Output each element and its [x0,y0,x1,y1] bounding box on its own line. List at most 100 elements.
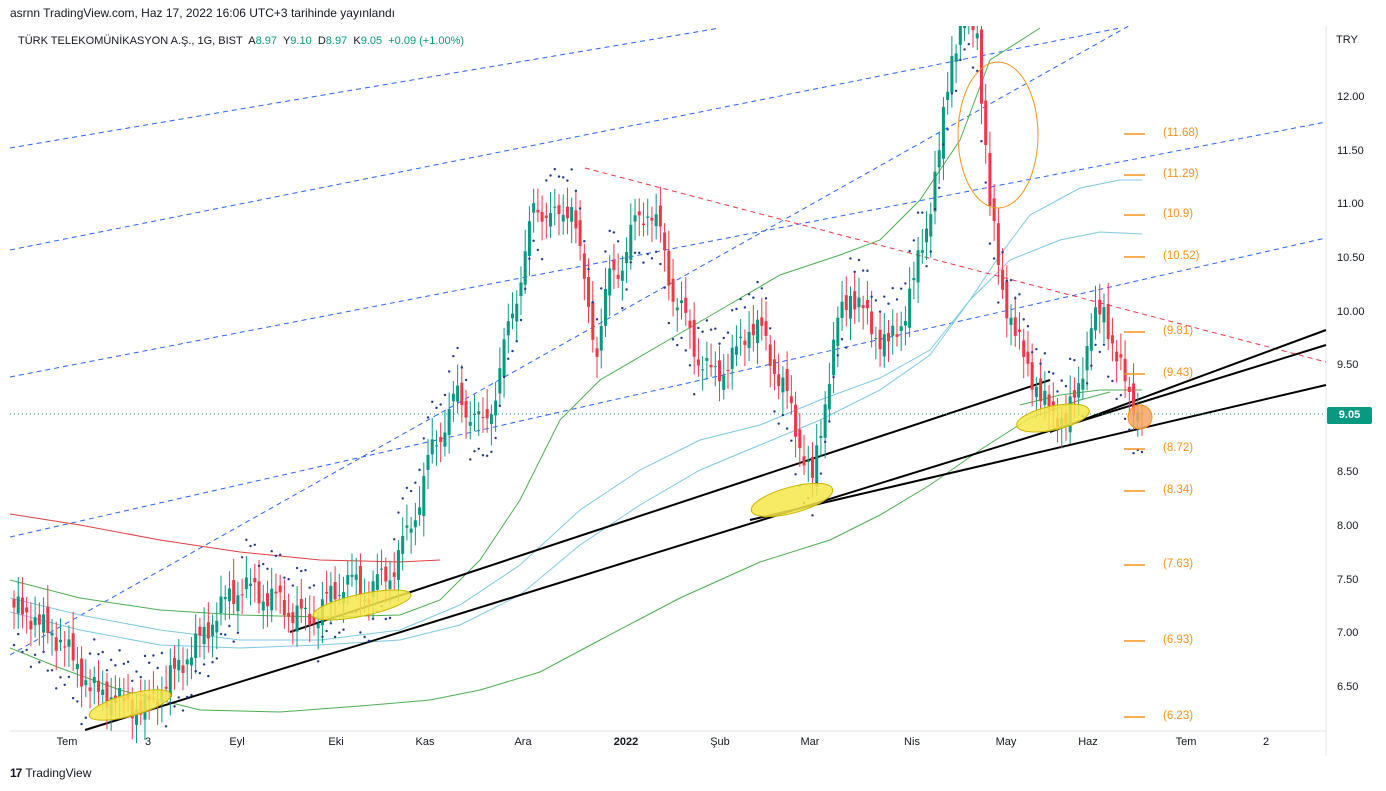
sar-dot [1022,318,1025,321]
sar-dot [608,229,611,233]
sar-dot [671,338,675,341]
candle-body [1001,269,1005,290]
time-tick-label: Eki [328,736,344,748]
chart-pane[interactable] [10,26,1386,756]
candle-body [1094,307,1098,331]
sar-dot [616,240,620,243]
sar-dot [591,300,594,304]
sar-dot [663,286,666,289]
sar-dot [152,654,155,657]
sar-dot [980,139,983,143]
sar-dot [266,567,269,570]
sar-dot [519,318,523,322]
sar-dot [452,354,455,358]
sar-dot [722,336,725,340]
candle-body [625,251,629,264]
candle-body [764,321,768,336]
candle-body [819,436,823,438]
high-value: 9.10 [290,35,312,47]
candle-body [519,282,523,296]
candle-body [810,457,814,478]
sar-dot [625,288,628,291]
candle-body [261,601,265,611]
sar-dot [122,662,126,666]
candle-body [549,213,553,227]
candle-body [840,301,844,318]
highlight-ellipse [1127,404,1153,430]
candle-body [950,55,954,93]
sar-dot [245,538,248,542]
highlight-ellipse [88,689,172,721]
candle-body [299,598,303,609]
candle-body [1047,394,1051,410]
candle-body [958,26,962,45]
sar-dot [629,261,633,264]
candle-body [325,591,329,594]
sar-dot [80,722,83,726]
sar-dot [17,632,20,636]
price-chart[interactable] [10,26,1386,756]
sar-dot [676,343,679,347]
candle-body [515,303,519,322]
candle-body [946,91,950,101]
candle-body [574,210,578,229]
sar-dot [984,181,987,184]
candle-body [223,597,227,600]
sar-dot [861,269,865,272]
candle-body [925,228,929,243]
candle-body [215,620,219,633]
sar-dot [600,287,603,290]
candle-body [173,658,177,669]
sar-dot [507,357,510,360]
candle-body [287,612,291,617]
trendline-mid [289,379,1051,633]
sar-dot [1102,343,1106,346]
sar-dot [363,635,366,639]
sar-dot [688,364,692,367]
candle-body [832,339,836,376]
sar-dot [469,458,472,461]
sar-dot [29,665,33,669]
candle-body [413,520,417,528]
candle-body [118,687,122,698]
sar-dot [274,554,278,558]
candle-body [485,409,489,419]
candle-body [380,568,384,570]
candle-body [1089,328,1093,351]
candle-body [1119,354,1123,358]
sar-dot [38,661,41,664]
time-tick-label: May [995,736,1017,748]
candle-body [718,360,722,382]
candle-body [941,106,945,159]
time-tick-label: Tem [56,736,78,748]
sar-dot [857,258,861,262]
candle-body [494,400,498,416]
candle-body [37,614,41,625]
sar-dot [680,336,683,340]
candle-body [384,566,388,582]
time-tick-label: Tem [1175,736,1197,748]
sar-dot [899,287,903,290]
fib-level-label: (9.81) [1163,325,1194,337]
tradingview-brand[interactable]: 17 TradingView [10,766,91,780]
sar-dot [764,297,768,300]
bb-lower-line [10,391,1111,713]
candle-body [637,211,641,216]
sar-dot [1052,372,1055,375]
candle-body [25,607,29,613]
price-tick-label: 11.50 [1337,144,1364,157]
fib-level-label: (9.43) [1163,367,1194,379]
candle-body [468,421,472,426]
candle-body [705,357,709,361]
candle-body [1005,281,1009,319]
sar-dot [684,349,687,352]
bb-tail-line [1019,389,1142,406]
candle-body [523,251,527,285]
candle-body [570,206,574,222]
sar-dot [1005,279,1009,282]
candle-body [963,26,967,28]
candle-body [553,206,557,208]
candle-body [751,323,755,336]
candle-body [1132,383,1136,416]
candle-body [329,585,333,602]
